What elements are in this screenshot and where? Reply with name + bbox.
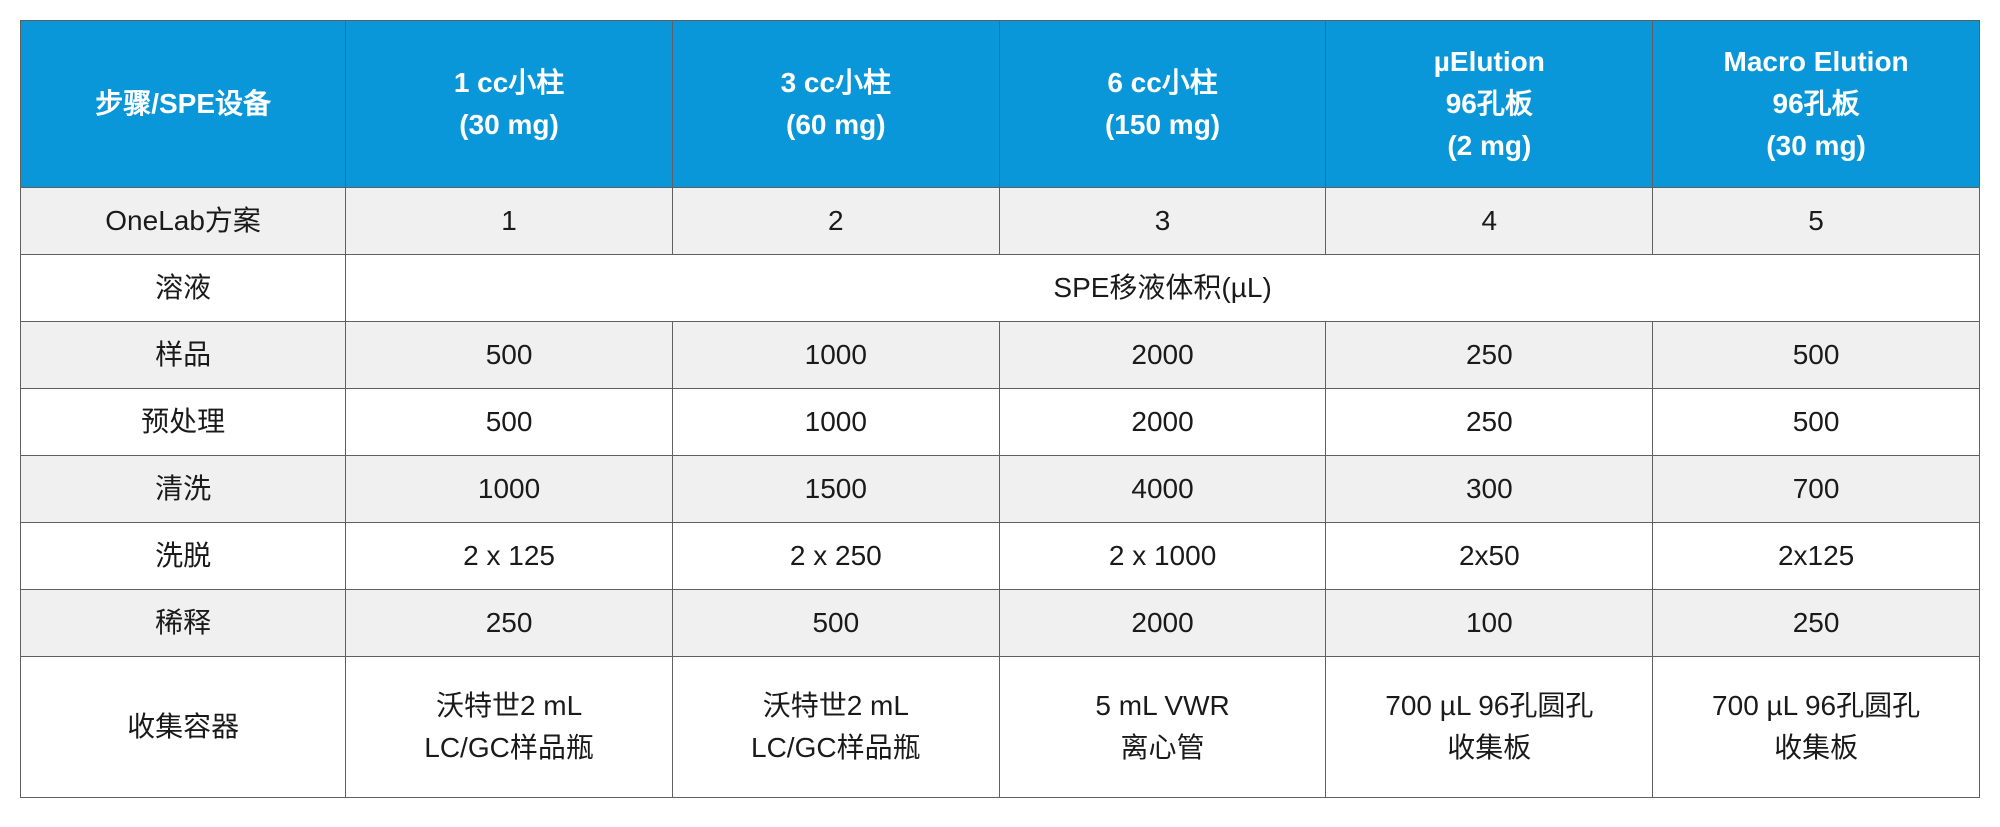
cell-onelab-c4: 4 bbox=[1326, 188, 1653, 255]
header-col-1: 1 cc小柱 (30 mg) bbox=[346, 21, 673, 188]
header-row: 步骤/SPE设备 1 cc小柱 (30 mg) 3 cc小柱 (60 mg) 6… bbox=[21, 21, 1980, 188]
header-col-5-line2: 96孔板 bbox=[1661, 83, 1971, 125]
cell-sample-label: 样品 bbox=[21, 322, 346, 389]
header-col-4-line2: 96孔板 bbox=[1334, 83, 1644, 125]
row-dilute: 稀释 250 500 2000 100 250 bbox=[21, 590, 1980, 657]
cell-elute-c3: 2 x 1000 bbox=[999, 523, 1326, 590]
header-col-4-line3: (2 mg) bbox=[1334, 125, 1644, 167]
header-col-5-line1: Macro Elution bbox=[1661, 41, 1971, 83]
cell-elute-c5: 2x125 bbox=[1653, 523, 1980, 590]
cell-collect-c1-line1: 沃特世2 mL bbox=[354, 685, 664, 727]
cell-collect-c5: 700 µL 96孔圆孔 收集板 bbox=[1653, 657, 1980, 798]
cell-collect-c2: 沃特世2 mL LC/GC样品瓶 bbox=[672, 657, 999, 798]
cell-pretreat-c2: 1000 bbox=[672, 389, 999, 456]
header-col-5-line3: (30 mg) bbox=[1661, 125, 1971, 167]
cell-sample-c1: 500 bbox=[346, 322, 673, 389]
header-col-0-line1: 步骤/SPE设备 bbox=[29, 83, 337, 125]
cell-collect-label: 收集容器 bbox=[21, 657, 346, 798]
cell-pretreat-c1: 500 bbox=[346, 389, 673, 456]
cell-collect-c5-line2: 收集板 bbox=[1661, 727, 1971, 769]
cell-collect-c5-line1: 700 µL 96孔圆孔 bbox=[1661, 685, 1971, 727]
cell-wash-c1: 1000 bbox=[346, 456, 673, 523]
cell-onelab-c5: 5 bbox=[1653, 188, 1980, 255]
cell-elute-c2: 2 x 250 bbox=[672, 523, 999, 590]
cell-onelab-c2: 2 bbox=[672, 188, 999, 255]
cell-pretreat-label: 预处理 bbox=[21, 389, 346, 456]
cell-dilute-c5: 250 bbox=[1653, 590, 1980, 657]
cell-collect-c3: 5 mL VWR 离心管 bbox=[999, 657, 1326, 798]
cell-wash-c5: 700 bbox=[1653, 456, 1980, 523]
cell-dilute-c2: 500 bbox=[672, 590, 999, 657]
cell-collect-c4-line1: 700 µL 96孔圆孔 bbox=[1334, 685, 1644, 727]
cell-solution-span: SPE移液体积(µL) bbox=[346, 255, 1980, 322]
cell-collect-c1: 沃特世2 mL LC/GC样品瓶 bbox=[346, 657, 673, 798]
cell-wash-c3: 4000 bbox=[999, 456, 1326, 523]
cell-sample-c2: 1000 bbox=[672, 322, 999, 389]
cell-wash-c4: 300 bbox=[1326, 456, 1653, 523]
cell-dilute-label: 稀释 bbox=[21, 590, 346, 657]
cell-collect-c3-line2: 离心管 bbox=[1008, 727, 1318, 769]
row-elute: 洗脱 2 x 125 2 x 250 2 x 1000 2x50 2x125 bbox=[21, 523, 1980, 590]
cell-elute-label: 洗脱 bbox=[21, 523, 346, 590]
cell-elute-c1: 2 x 125 bbox=[346, 523, 673, 590]
row-solution: 溶液 SPE移液体积(µL) bbox=[21, 255, 1980, 322]
cell-collect-c4: 700 µL 96孔圆孔 收集板 bbox=[1326, 657, 1653, 798]
cell-dilute-c1: 250 bbox=[346, 590, 673, 657]
header-col-1-line2: (30 mg) bbox=[354, 104, 664, 146]
header-col-1-line1: 1 cc小柱 bbox=[354, 62, 664, 104]
cell-wash-c2: 1500 bbox=[672, 456, 999, 523]
spe-table-container: 步骤/SPE设备 1 cc小柱 (30 mg) 3 cc小柱 (60 mg) 6… bbox=[20, 20, 1980, 798]
header-col-4-line1: µElution bbox=[1334, 41, 1644, 83]
cell-dilute-c3: 2000 bbox=[999, 590, 1326, 657]
cell-pretreat-c4: 250 bbox=[1326, 389, 1653, 456]
cell-collect-c2-line1: 沃特世2 mL bbox=[681, 685, 991, 727]
cell-collect-c1-line2: LC/GC样品瓶 bbox=[354, 727, 664, 769]
cell-collect-c2-line2: LC/GC样品瓶 bbox=[681, 727, 991, 769]
cell-wash-label: 清洗 bbox=[21, 456, 346, 523]
header-col-3-line2: (150 mg) bbox=[1008, 104, 1318, 146]
cell-onelab-label: OneLab方案 bbox=[21, 188, 346, 255]
cell-pretreat-c3: 2000 bbox=[999, 389, 1326, 456]
cell-collect-c4-line2: 收集板 bbox=[1334, 727, 1644, 769]
cell-sample-c4: 250 bbox=[1326, 322, 1653, 389]
spe-table: 步骤/SPE设备 1 cc小柱 (30 mg) 3 cc小柱 (60 mg) 6… bbox=[20, 20, 1980, 798]
cell-collect-c3-line1: 5 mL VWR bbox=[1008, 685, 1318, 727]
header-col-2-line2: (60 mg) bbox=[681, 104, 991, 146]
header-col-3: 6 cc小柱 (150 mg) bbox=[999, 21, 1326, 188]
cell-sample-c3: 2000 bbox=[999, 322, 1326, 389]
cell-elute-c4: 2x50 bbox=[1326, 523, 1653, 590]
cell-dilute-c4: 100 bbox=[1326, 590, 1653, 657]
cell-sample-c5: 500 bbox=[1653, 322, 1980, 389]
cell-solution-label: 溶液 bbox=[21, 255, 346, 322]
row-pretreat: 预处理 500 1000 2000 250 500 bbox=[21, 389, 1980, 456]
row-wash: 清洗 1000 1500 4000 300 700 bbox=[21, 456, 1980, 523]
header-col-2: 3 cc小柱 (60 mg) bbox=[672, 21, 999, 188]
header-col-5: Macro Elution 96孔板 (30 mg) bbox=[1653, 21, 1980, 188]
header-col-0: 步骤/SPE设备 bbox=[21, 21, 346, 188]
row-onelab: OneLab方案 1 2 3 4 5 bbox=[21, 188, 1980, 255]
header-col-4: µElution 96孔板 (2 mg) bbox=[1326, 21, 1653, 188]
header-col-2-line1: 3 cc小柱 bbox=[681, 62, 991, 104]
cell-onelab-c1: 1 bbox=[346, 188, 673, 255]
cell-onelab-c3: 3 bbox=[999, 188, 1326, 255]
row-collect: 收集容器 沃特世2 mL LC/GC样品瓶 沃特世2 mL LC/GC样品瓶 5… bbox=[21, 657, 1980, 798]
header-col-3-line1: 6 cc小柱 bbox=[1008, 62, 1318, 104]
row-sample: 样品 500 1000 2000 250 500 bbox=[21, 322, 1980, 389]
cell-pretreat-c5: 500 bbox=[1653, 389, 1980, 456]
